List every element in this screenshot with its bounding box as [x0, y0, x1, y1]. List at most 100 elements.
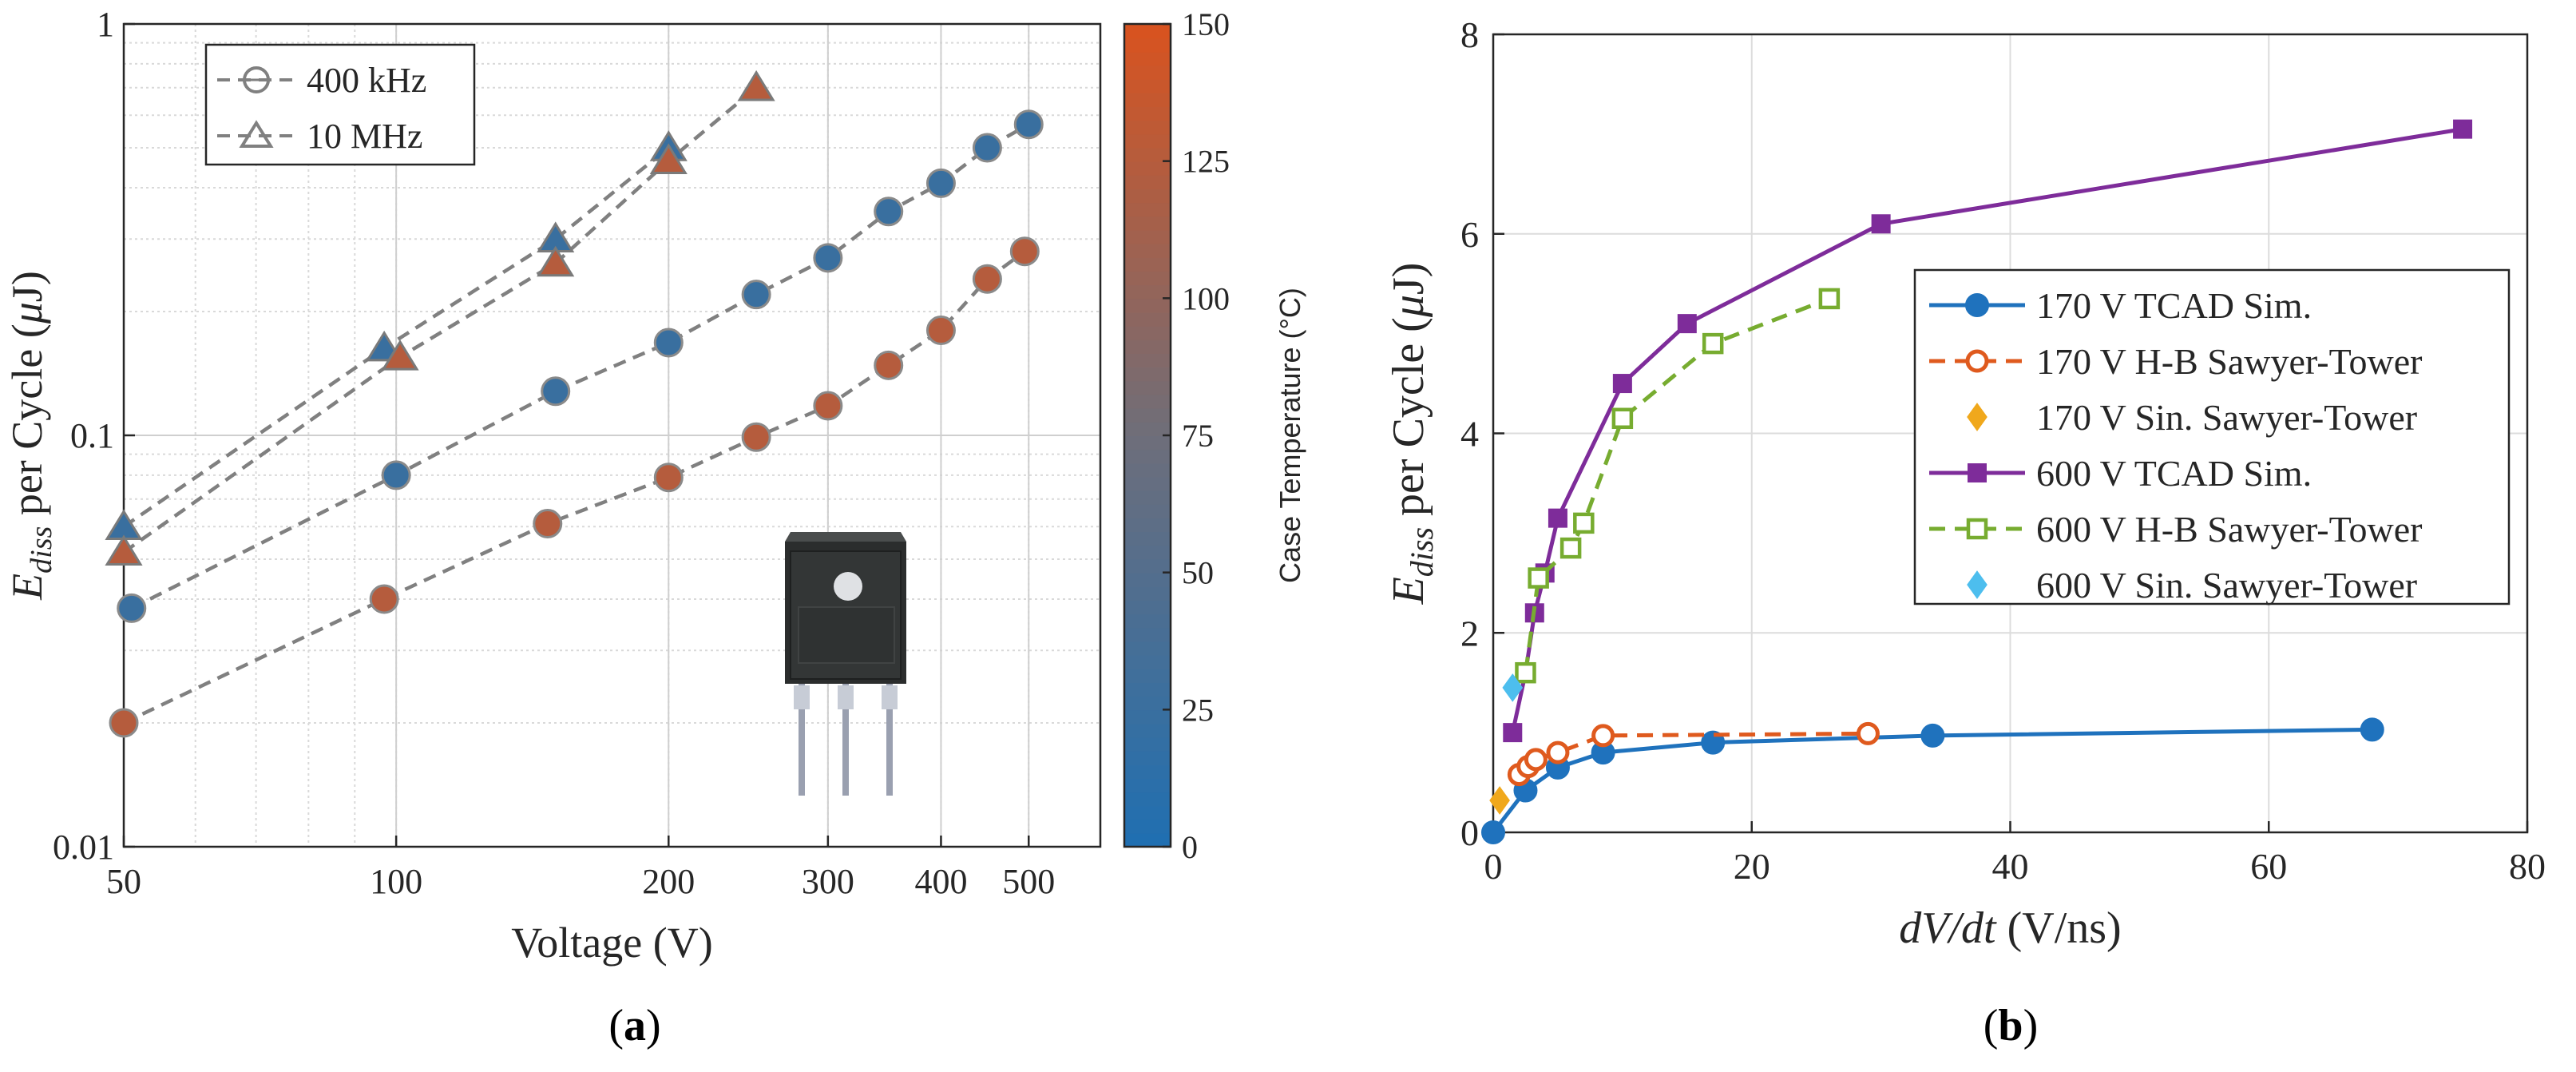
data-point-circle [972, 264, 1002, 294]
colorbar-segment [1124, 819, 1171, 834]
colorbar-segment [1124, 627, 1171, 642]
data-point-circle [1013, 109, 1044, 140]
data-point [1871, 214, 1891, 234]
data-point [1920, 723, 1945, 748]
x-tick-label-a: 100 [370, 862, 422, 901]
x-tick-label-a: 400 [914, 862, 967, 901]
colorbar-segment [1124, 120, 1171, 135]
device-body-top [785, 532, 906, 542]
colorbar-segment [1124, 298, 1171, 313]
device-lead-root [882, 685, 898, 709]
panel-caption-a: (a) [608, 1001, 660, 1050]
colorbar-segment [1124, 24, 1171, 39]
x-tick-label-a: 50 [106, 862, 141, 901]
panel-caption-b: (b) [1984, 1001, 2038, 1050]
colorbar-segment [1124, 78, 1171, 93]
data-point [1503, 723, 1523, 743]
y-tick-label-b: 4 [1460, 414, 1479, 455]
data-point-circle [874, 350, 904, 380]
y-tick-label-b: 2 [1460, 613, 1479, 653]
data-point [1612, 374, 1632, 394]
device-mounting-hole [834, 572, 862, 601]
colorbar-segment [1124, 216, 1171, 231]
colorbar-segment [1124, 764, 1171, 780]
colorbar-segment [1124, 421, 1171, 436]
colorbar-segment [1124, 778, 1171, 793]
colorbar-segment [1124, 407, 1171, 423]
y-tick-label-a: 1 [97, 5, 114, 44]
series-fit-line [123, 249, 1026, 725]
colorbar-segment [1124, 832, 1171, 848]
colorbar-segment [1124, 38, 1171, 53]
data-point-triangle [381, 339, 419, 371]
device-lead-root [794, 685, 810, 709]
colorbar-segment [1124, 189, 1171, 204]
legend-a: 400 kHz 10 MHz [204, 43, 476, 166]
colorbar-segment [1124, 709, 1171, 725]
legend-label-b: 170 V H-B Sawyer-Tower [2036, 341, 2422, 382]
colorbar-segment [1124, 518, 1171, 533]
data-point-circle [369, 584, 399, 614]
x-tick-label-b: 0 [1484, 846, 1503, 887]
x-tick-label-a: 500 [1002, 862, 1055, 901]
x-axis-label-b: dV/dt (V/ns) [1899, 903, 2121, 953]
data-point-triangle [105, 534, 143, 566]
colorbar-tick-label: 50 [1182, 555, 1214, 591]
data-point [1818, 288, 1841, 310]
device-lead [799, 676, 805, 796]
colorbar-segment [1124, 353, 1171, 368]
legend-marker-triangle [239, 120, 274, 148]
colorbar-segment [1124, 161, 1171, 176]
colorbar-segment [1124, 65, 1171, 80]
data-point [1546, 740, 1570, 764]
colorbar-segment [1124, 805, 1171, 820]
data-point-circle [109, 708, 139, 738]
colorbar-segment [1124, 449, 1171, 464]
colorbar-segment [1124, 750, 1171, 765]
data-point-circle [925, 316, 956, 346]
transistor-package-illustration [785, 532, 906, 796]
legend-label-b: 600 V H-B Sawyer-Tower [2036, 509, 2422, 550]
colorbar-segment [1124, 737, 1171, 752]
colorbar-segment [1124, 476, 1171, 491]
data-point [1559, 537, 1582, 559]
data-point-triangle [649, 143, 688, 174]
legend-label-b: 170 V TCAD Sim. [2036, 285, 2312, 326]
y-tick-label-b: 8 [1460, 14, 1479, 55]
colorbar-tick-label: 125 [1182, 144, 1230, 180]
colorbar-tick-label: 150 [1182, 6, 1230, 42]
data-point [1573, 512, 1595, 534]
colorbar-segment [1124, 696, 1171, 711]
device-inner-panel [798, 606, 895, 664]
x-tick-label-a: 300 [802, 862, 854, 901]
data-point-circle [533, 509, 563, 539]
data-point-circle [741, 422, 771, 452]
colorbar-segment [1124, 792, 1171, 807]
colorbar-segment [1124, 271, 1171, 286]
colorbar-segment [1124, 339, 1171, 354]
data-point-circle [925, 168, 956, 198]
colorbar-tick-label: 25 [1182, 692, 1214, 728]
legend-marker [1968, 463, 1987, 482]
colorbar-segment [1124, 503, 1171, 518]
x-tick-label-b: 80 [2509, 846, 2546, 887]
colorbar-segment [1124, 682, 1171, 697]
device-lead [886, 676, 893, 796]
colorbar-segment [1124, 490, 1171, 505]
legend-marker [1965, 293, 1989, 317]
colorbar-segment [1124, 367, 1171, 382]
legend-b: 170 V TCAD Sim. 170 V H-B Sawyer-Tower 170… [1913, 268, 2511, 605]
x-tick-label-b: 20 [1734, 846, 1770, 887]
data-point [1481, 820, 1505, 844]
colorbar-segment [1124, 202, 1171, 217]
legend-marker [1967, 403, 1987, 431]
colorbar-segment [1124, 312, 1171, 327]
data-point [1702, 332, 1724, 355]
data-point-circle [741, 280, 771, 310]
data-point [1611, 407, 1634, 430]
data-point [1515, 661, 1536, 684]
colorbar-segment [1124, 325, 1171, 340]
colorbar-segment [1124, 586, 1171, 601]
